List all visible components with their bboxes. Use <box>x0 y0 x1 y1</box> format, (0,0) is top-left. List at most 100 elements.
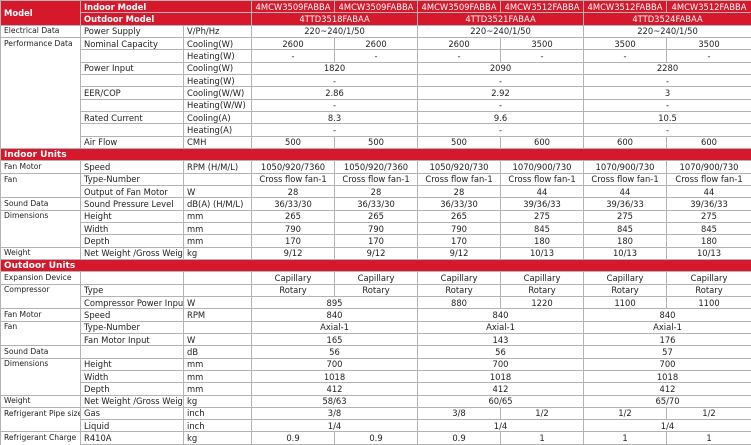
spec-value: 36/33/30 <box>417 197 502 211</box>
spec-value: 28 <box>251 184 336 199</box>
parameter: Sound Pressure Level <box>80 197 184 211</box>
group-label <box>0 86 81 100</box>
parameter <box>80 345 184 359</box>
parameter: Net Weight /Gross Weight <box>80 394 184 408</box>
spec-value: 57 <box>583 345 751 359</box>
unit: dB <box>182 345 253 359</box>
parameter <box>80 98 184 112</box>
group-label: Sound Data <box>0 345 81 359</box>
outdoor-model-label: Outdoor Model <box>79 12 253 26</box>
unit: Heating(W) <box>182 49 253 63</box>
table-row: Sound Data Sound Pressure Level dB(A) (H/M… <box>0 197 751 211</box>
table-row: Model Indoor Model 4MCW3509FABBA 4MCW3509FA… <box>0 0 751 26</box>
group-label: Sound Data <box>0 197 81 211</box>
spec-value: 44 <box>583 184 668 199</box>
outdoor-model: 4TTD3521FABAA <box>417 12 585 26</box>
group-label <box>0 136 81 149</box>
table-row: Fan Type-Number Axial-1 Axial-1 Axial-1 <box>0 320 751 334</box>
spec-value: 8.3 <box>251 110 419 125</box>
spec-value: Rotary <box>251 283 336 297</box>
spec-value: 500 <box>334 135 419 149</box>
unit: CMH <box>182 135 253 149</box>
spec-value: 1/2 <box>500 406 585 421</box>
group-label <box>0 123 81 137</box>
table-row: Rated Current Cooling(A) 8.3 9.6 10.5 <box>0 110 751 125</box>
unit: Cooling(W) <box>182 61 253 75</box>
indoor-model: 4MCW3512FABBA <box>583 0 668 14</box>
table-row: Fan Motor Speed RPM (H/M/L) 1050/920/7360 10… <box>0 160 751 174</box>
spec-value: Rotary <box>417 283 502 297</box>
spec-value: 265 <box>334 209 419 223</box>
spec-value: 10/13 <box>583 246 668 260</box>
table-row: Weight Net Weight /Gross Weight kg 58/63 60/… <box>0 394 751 408</box>
unit: W <box>182 295 253 310</box>
spec-value: 2600 <box>334 36 419 51</box>
indoor-model: 4MCW3509FABBA <box>334 0 419 14</box>
spec-value: 1/4 <box>417 419 585 433</box>
spec-value: 3/8 <box>417 406 502 421</box>
spec-value: - <box>417 123 585 137</box>
spec-value: Capillary <box>666 271 751 285</box>
spec-value: 790 <box>334 221 419 236</box>
spec-value: 412 <box>251 382 419 396</box>
spec-value: 60/65 <box>417 394 585 408</box>
group-label: Fan <box>0 320 81 334</box>
group-label <box>0 222 81 235</box>
spec-value: 36/33/30 <box>334 197 419 211</box>
parameter: Type-Number <box>80 320 184 334</box>
unit: kg <box>182 431 253 445</box>
table-row: Liquid inch 1/4 1/4 1/4 <box>0 419 751 433</box>
spec-value: 1050/920/7360 <box>334 160 419 174</box>
indoor-model: 4MCW3509FABBA <box>251 0 336 14</box>
spec-value: Capillary <box>417 271 502 285</box>
spec-value: 600 <box>583 135 668 149</box>
spec-value: 220~240/1/50 <box>583 24 751 38</box>
unit: Heating(W) <box>182 73 253 88</box>
spec-value: 9/12 <box>334 246 419 260</box>
spec-value: 39/36/33 <box>666 197 751 211</box>
spec-value: 2600 <box>251 36 336 51</box>
table-row: Width mm 1018 1018 1018 <box>0 369 751 384</box>
group-label <box>0 296 81 309</box>
spec-value: 790 <box>417 221 502 236</box>
spec-value: 44 <box>500 184 585 199</box>
table-row: Refrigerant Charge R410A kg 0.9 0.9 0.9 1 1 1 <box>0 431 751 445</box>
spec-value: 412 <box>417 382 585 396</box>
table-row: Dimensions Height mm 265 265 265 275 275 275 <box>0 209 751 223</box>
indoor-model: 4MCW3509FABBA <box>417 0 502 14</box>
unit: mm <box>182 382 253 396</box>
spec-value: - <box>583 98 751 112</box>
table-row: Depth mm 412 412 412 <box>0 382 751 396</box>
spec-value: Capillary <box>583 271 668 285</box>
table-row: Heating(W) - - - <box>0 73 751 88</box>
group-label <box>0 382 81 395</box>
table-row: Compressor Type Rotary Rotary Rotary Rotary Ro… <box>0 283 751 297</box>
spec-value: 895 <box>251 295 419 310</box>
group-label <box>0 234 81 248</box>
table-row: Fan Motor Speed RPM 840 840 840 <box>0 308 751 322</box>
group-label: Expansion Device <box>0 271 81 285</box>
spec-value: 0.9 <box>334 431 419 445</box>
unit: mm <box>182 234 253 248</box>
spec-value: - <box>251 98 419 112</box>
spec-value: 3500 <box>500 36 585 51</box>
spec-value: 1/4 <box>583 419 751 433</box>
spec-value: - <box>417 49 502 63</box>
table-row: Performance Data Nominal Capacity Cooling(… <box>0 36 751 51</box>
parameter: Liquid <box>80 419 184 433</box>
table-row: Heating(W/W) - - - <box>0 98 751 112</box>
spec-value: 165 <box>251 332 419 347</box>
table-row: Fan Motor Input W 165 143 176 <box>0 332 751 347</box>
table-row: Dimensions Height mm 700 700 700 <box>0 357 751 371</box>
spec-value: 2090 <box>417 61 585 75</box>
group-label: Fan Motor <box>0 308 81 322</box>
spec-value: 1 <box>500 431 585 445</box>
spec-value: Rotary <box>500 283 585 297</box>
spec-value: - <box>417 98 585 112</box>
spec-value: 265 <box>251 209 336 223</box>
spec-value: - <box>666 49 751 63</box>
spec-value: 2280 <box>583 61 751 75</box>
outdoor-model: 4TTD3524FABAA <box>583 12 751 26</box>
spec-value: 3500 <box>583 36 668 51</box>
indoor-model: 4MCW3512FABBA <box>666 0 751 14</box>
